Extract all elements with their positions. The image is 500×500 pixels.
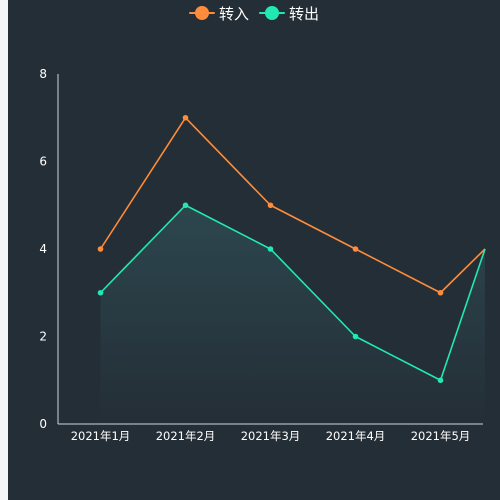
data-point-transfer-out[interactable] (352, 333, 359, 340)
legend-label-transfer-in: 转入 (218, 4, 249, 23)
legend-item-transfer-out[interactable]: 转出 (259, 3, 319, 24)
legend-item-transfer-in[interactable]: 转入 (188, 3, 249, 24)
line-chart: 0 2 4 6 8 2021年1月 2021年2月 2021年3月 2021年4月 2021年5月 (39, 67, 486, 443)
y-tick-label: 0 (39, 417, 47, 431)
x-tick-label: 2021年4月 (326, 429, 386, 443)
y-tick-label: 4 (39, 242, 47, 256)
y-tick-label: 2 (39, 330, 47, 344)
series-area-transfer-out (100, 205, 485, 424)
data-point-transfer-in[interactable] (352, 246, 359, 252)
y-tick-label: 8 (39, 67, 47, 81)
y-tick-label: 6 (39, 155, 47, 169)
data-point-transfer-in[interactable] (267, 202, 274, 209)
x-tick-label: 2021年5月 (411, 429, 471, 443)
data-point-transfer-out[interactable] (97, 289, 104, 296)
chart-panel: 转入 转出 0 2 4 6 8 2021年1月 2021年2月 2021年3月 2021年4月 2… (8, 0, 500, 500)
legend: 转入 转出 (8, 0, 500, 26)
data-point-transfer-in[interactable] (437, 289, 444, 296)
series-line-transfer-out (99, 204, 486, 382)
series-line-transfer-in (99, 116, 486, 294)
x-tick-label: 2021年1月 (71, 429, 131, 443)
data-point-transfer-out[interactable] (182, 202, 189, 209)
x-tick-label: 2021年3月 (241, 429, 301, 443)
legend-swatch-transfer-in (188, 6, 215, 20)
data-point-transfer-in[interactable] (182, 114, 189, 121)
data-point-transfer-out[interactable] (437, 377, 444, 384)
data-point-transfer-in[interactable] (97, 246, 104, 252)
legend-swatch-transfer-out (259, 6, 285, 20)
x-tick-label: 2021年2月 (156, 429, 216, 443)
data-point-transfer-out[interactable] (267, 246, 274, 252)
legend-label-transfer-out: 转出 (289, 4, 320, 23)
